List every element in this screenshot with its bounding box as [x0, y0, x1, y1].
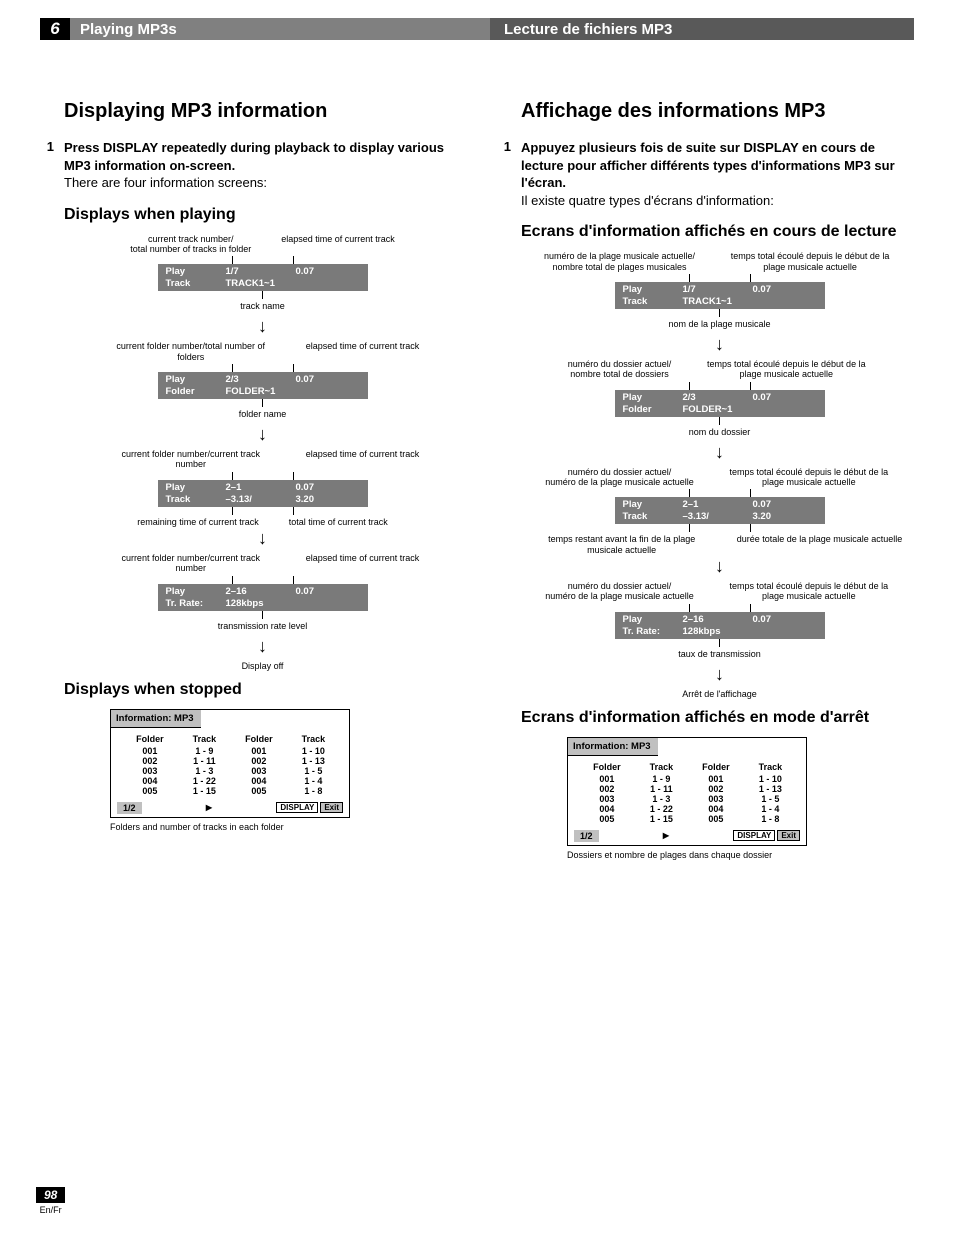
lcd-display-bar: Play2/30.07 FolderFOLDER~1	[158, 372, 368, 399]
annotation: durée totale de la plage musicale actuel…	[737, 534, 903, 555]
annotation: numéro du dossier actuel/ numéro de la p…	[545, 581, 694, 602]
arrow-down-icon: ↓	[68, 425, 457, 443]
annotation: current track number/ total number of tr…	[130, 234, 251, 255]
annotation: nom du dossier	[525, 427, 914, 437]
display-off-label: Display off	[68, 661, 457, 671]
annotation: current folder number/current track numb…	[106, 553, 276, 574]
annotation: numéro de la plage musicale actuelle/ no…	[544, 251, 695, 272]
arrow-down-icon: ↓	[525, 557, 914, 575]
annotation: temps total écoulé depuis le début de la…	[724, 467, 894, 488]
display-diagram-2: current folder number/total number of fo…	[68, 341, 457, 443]
arrow-down-icon: ↓	[525, 335, 914, 353]
annotation: track name	[68, 301, 457, 311]
info-box-title: Information: MP3	[111, 710, 201, 728]
annotation: elapsed time of current track	[281, 234, 395, 255]
arrow-down-icon: ↓	[68, 529, 457, 547]
annotation: temps total écoulé depuis le début de la…	[725, 251, 895, 272]
lcd-display-bar: Play1/70.07 TrackTRACK1~1	[158, 264, 368, 291]
annotation: taux de transmission	[525, 649, 914, 659]
annotation: remaining time of current track	[137, 517, 259, 527]
play-icon: ▶	[663, 831, 669, 840]
column-en: Displaying MP3 information 1 Press DISPL…	[40, 100, 457, 860]
lcd-display-bar: Play2–10.07 Track–3.13/3.20	[158, 480, 368, 507]
folder-track-table: FolderTrack FolderTrack 0011 - 90011 - 1…	[578, 762, 796, 824]
step-number: 1	[40, 139, 54, 192]
annotation: nom de la plage musicale	[525, 319, 914, 329]
annotation: elapsed time of current track	[306, 341, 420, 362]
info-caption: Folders and number of tracks in each fol…	[110, 822, 350, 832]
annotation: elapsed time of current track	[306, 449, 420, 470]
subhead-stopped-en: Displays when stopped	[64, 681, 457, 699]
annotation: temps total écoulé depuis le début de la…	[701, 359, 871, 380]
section-title-fr: Affichage des informations MP3	[521, 100, 914, 123]
annotation: elapsed time of current track	[306, 553, 420, 574]
display-off-label: Arrêt de l'affichage	[525, 689, 914, 699]
step-bold-text: Press DISPLAY repeatedly during playback…	[64, 140, 444, 173]
subhead-stopped-fr: Ecrans d'information affichés en mode d'…	[521, 709, 914, 727]
step-1-fr: 1 Appuyez plusieurs fois de suite sur DI…	[497, 139, 914, 209]
folder-track-table: FolderTrack FolderTrack 0011 - 90011 - 1…	[121, 734, 339, 796]
step-plain-text: There are four information screens:	[64, 175, 267, 190]
annotation: current folder number/current track numb…	[106, 449, 276, 470]
page-number: 98	[36, 1187, 65, 1203]
info-box-en: Information: MP3 FolderTrack FolderTrack…	[110, 709, 457, 832]
chapter-title-en: Playing MP3s	[70, 18, 490, 40]
play-icon: ▶	[206, 803, 212, 812]
annotation: transmission rate level	[68, 621, 457, 631]
info-page-indicator: 1/2	[574, 830, 599, 842]
chapter-title-fr: Lecture de fichiers MP3	[490, 18, 914, 40]
page-footer: 98 En/Fr	[36, 1186, 65, 1215]
info-box-fr: Information: MP3 FolderTrack FolderTrack…	[567, 737, 914, 860]
display-diagram-1-fr: numéro de la plage musicale actuelle/ no…	[525, 251, 914, 353]
annotation: current folder number/total number of fo…	[106, 341, 276, 362]
chapter-number: 6	[40, 18, 70, 40]
lcd-display-bar: Play2–160.07 Tr. Rate:128kbps	[158, 584, 368, 611]
arrow-down-icon: ↓	[68, 317, 457, 335]
info-caption: Dossiers et nombre de plages dans chaque…	[567, 850, 807, 860]
display-button[interactable]: DISPLAY	[276, 802, 318, 813]
annotation: temps total écoulé depuis le début de la…	[724, 581, 894, 602]
display-diagram-1: current track number/ total number of tr…	[68, 234, 457, 336]
exit-button[interactable]: Exit	[777, 830, 800, 841]
display-button[interactable]: DISPLAY	[733, 830, 775, 841]
lcd-display-bar: Play2–160.07 Tr. Rate:128kbps	[615, 612, 825, 639]
step-1-en: 1 Press DISPLAY repeatedly during playba…	[40, 139, 457, 192]
arrow-down-icon: ↓	[525, 665, 914, 683]
step-plain-text: Il existe quatre types d'écrans d'inform…	[521, 193, 774, 208]
info-box-title: Information: MP3	[568, 738, 658, 756]
annotation: total time of current track	[289, 517, 388, 527]
info-page-indicator: 1/2	[117, 802, 142, 814]
display-diagram-3: current folder number/current track numb…	[68, 449, 457, 547]
display-diagram-3-fr: numéro du dossier actuel/ numéro de la p…	[525, 467, 914, 575]
step-number: 1	[497, 139, 511, 209]
arrow-down-icon: ↓	[525, 443, 914, 461]
display-diagram-4-fr: numéro du dossier actuel/ numéro de la p…	[525, 581, 914, 699]
exit-button[interactable]: Exit	[320, 802, 343, 813]
annotation: folder name	[68, 409, 457, 419]
arrow-down-icon: ↓	[68, 637, 457, 655]
section-title-en: Displaying MP3 information	[64, 100, 457, 123]
step-bold-text: Appuyez plusieurs fois de suite sur DISP…	[521, 140, 895, 190]
subhead-playing-fr: Ecrans d'information affichés en cours d…	[521, 223, 914, 241]
annotation: temps restant avant la fin de la plage m…	[537, 534, 707, 555]
lcd-display-bar: Play2–10.07 Track–3.13/3.20	[615, 497, 825, 524]
subhead-playing-en: Displays when playing	[64, 206, 457, 224]
annotation: numéro du dossier actuel/ nombre total d…	[568, 359, 672, 380]
display-diagram-2-fr: numéro du dossier actuel/ nombre total d…	[525, 359, 914, 461]
annotation: numéro du dossier actuel/ numéro de la p…	[545, 467, 694, 488]
chapter-header: 6 Playing MP3s Lecture de fichiers MP3	[40, 18, 914, 40]
lcd-display-bar: Play2/30.07 FolderFOLDER~1	[615, 390, 825, 417]
page-lang: En/Fr	[36, 1205, 65, 1215]
lcd-display-bar: Play1/70.07 TrackTRACK1~1	[615, 282, 825, 309]
display-diagram-4: current folder number/current track numb…	[68, 553, 457, 671]
column-fr: Affichage des informations MP3 1 Appuyez…	[497, 100, 914, 860]
